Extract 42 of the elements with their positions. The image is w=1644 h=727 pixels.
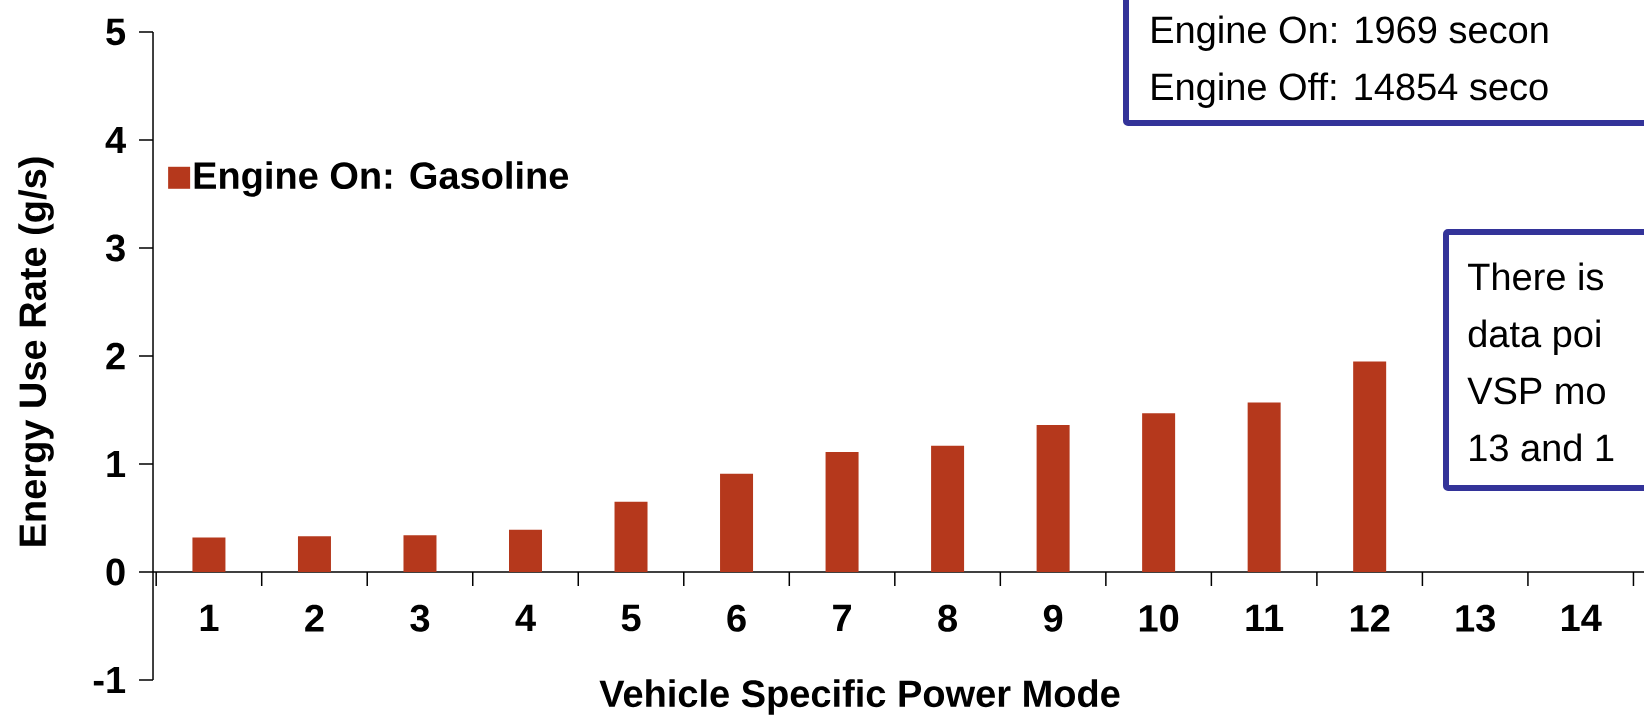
x-tick-label: 3 (410, 604, 430, 632)
annotation: Engine Off: 14854 seco (1152, 72, 1548, 108)
x-tick-label: 6 (727, 604, 746, 632)
x-axis-title: Vehicle Specific Power Mode (599, 679, 1120, 715)
y-tick-label: 0 (106, 558, 125, 586)
x-tick-label: 9 (1043, 604, 1063, 632)
x-tick-label: 5 (621, 604, 641, 632)
bar (1353, 361, 1387, 572)
bar (1247, 402, 1281, 572)
legend-label: Engine On: Gasoline (194, 161, 569, 197)
y-tick-label: 1 (107, 450, 126, 478)
bar (1142, 413, 1176, 572)
bar (825, 452, 859, 572)
x-tick-label: 7 (833, 604, 851, 631)
bar (509, 529, 542, 572)
bar (297, 536, 331, 572)
x-tick-label: 13 (1456, 604, 1495, 632)
x-tick-label: 2 (305, 604, 324, 632)
y-tick-label: 5 (106, 18, 126, 46)
y-tick-label: 2 (106, 342, 125, 370)
bar (1036, 425, 1070, 572)
y-tick-label: 3 (105, 234, 125, 262)
annotation: 13 and 1 (1470, 433, 1614, 462)
x-tick-label: 14 (1561, 604, 1602, 631)
x-tick-label: 11 (1246, 604, 1284, 631)
bar (931, 445, 965, 572)
bar (614, 501, 648, 572)
annotation: data poi (1468, 319, 1600, 355)
y-tick-label: -1 (93, 666, 126, 694)
bar (720, 473, 754, 572)
x-tick-label: 1 (200, 604, 219, 631)
x-tick-label: 8 (938, 604, 957, 632)
annotation: There is (1468, 262, 1604, 291)
y-tick-label: 4 (105, 126, 126, 154)
x-tick-label: 12 (1350, 604, 1390, 632)
x-tick-label: 10 (1139, 604, 1179, 632)
x-tick-label: 4 (515, 604, 536, 631)
y-axis-title: Energy Use Rate (g/s) (18, 157, 54, 546)
annotation: VSP mo (1467, 377, 1605, 405)
bar (192, 537, 226, 572)
bar (403, 535, 437, 572)
annotation: Engine On: 1969 secon (1152, 15, 1548, 51)
